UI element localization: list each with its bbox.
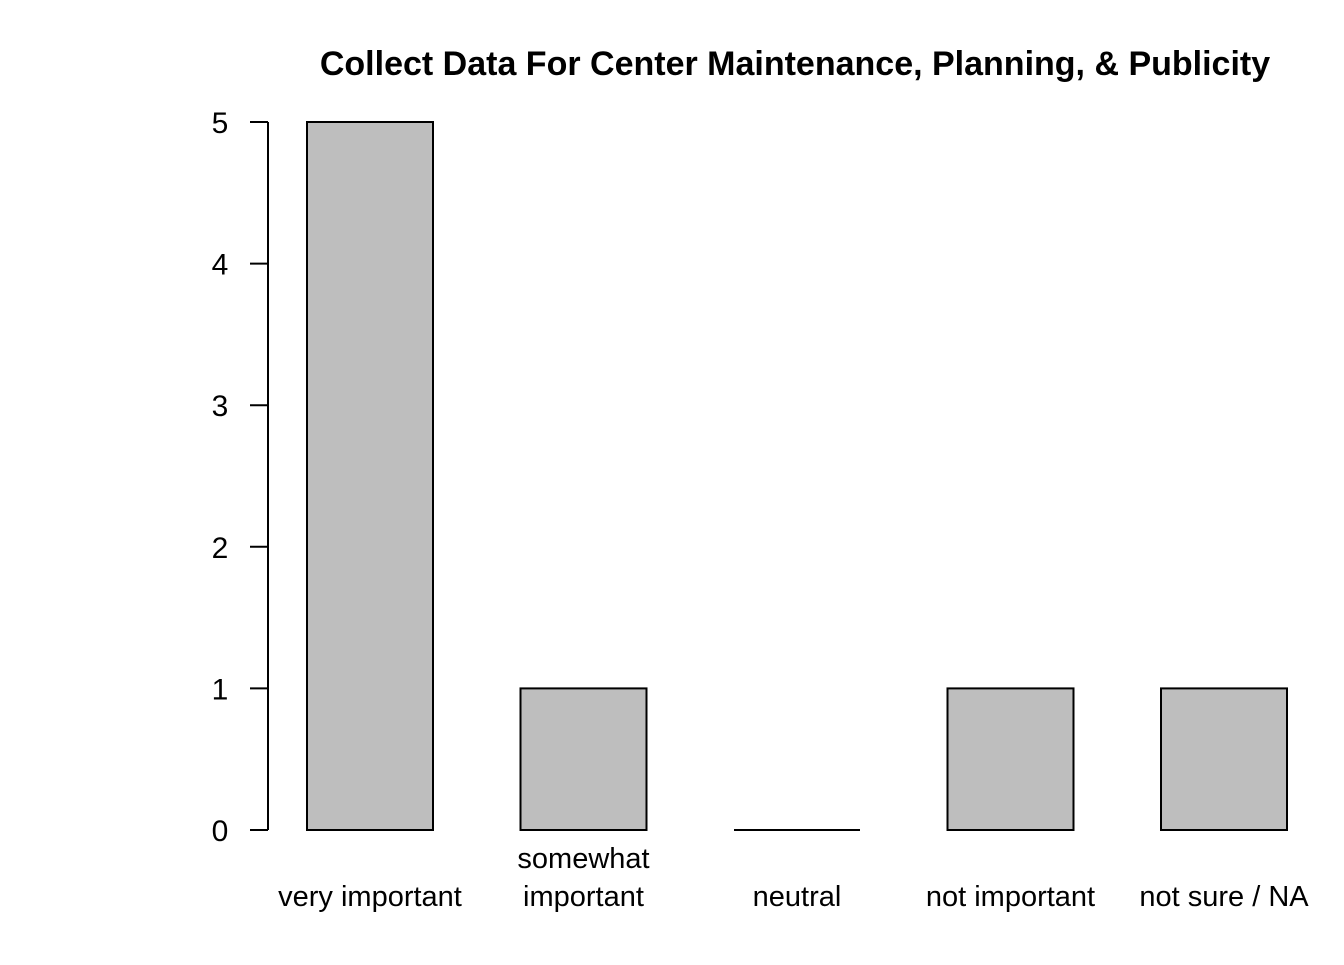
y-tick-label: 3 bbox=[212, 390, 229, 423]
bar bbox=[306, 121, 434, 831]
x-category-label: important bbox=[523, 881, 644, 913]
bar bbox=[946, 687, 1075, 832]
y-tick-label: 5 bbox=[212, 107, 229, 140]
x-category-label: neutral bbox=[753, 881, 842, 913]
y-tick-label: 0 bbox=[212, 815, 229, 848]
bars bbox=[306, 121, 1288, 832]
bar bbox=[1160, 687, 1288, 832]
x-category-label: not important bbox=[926, 881, 1095, 913]
y-tick-label: 1 bbox=[212, 673, 229, 706]
x-category-label: very important bbox=[278, 881, 462, 913]
chart-title: Collect Data For Center Maintenance, Pla… bbox=[320, 45, 1270, 83]
y-tick-label: 2 bbox=[212, 532, 229, 565]
y-tick-label: 4 bbox=[212, 249, 229, 282]
x-category-label: not sure / NA bbox=[1139, 881, 1309, 913]
x-category-label: somewhat bbox=[517, 843, 649, 875]
x-axis-labels: very important somewhat important neutral no… bbox=[278, 843, 1309, 913]
bar bbox=[519, 687, 648, 832]
y-axis: 0 1 2 3 4 5 bbox=[212, 107, 269, 848]
